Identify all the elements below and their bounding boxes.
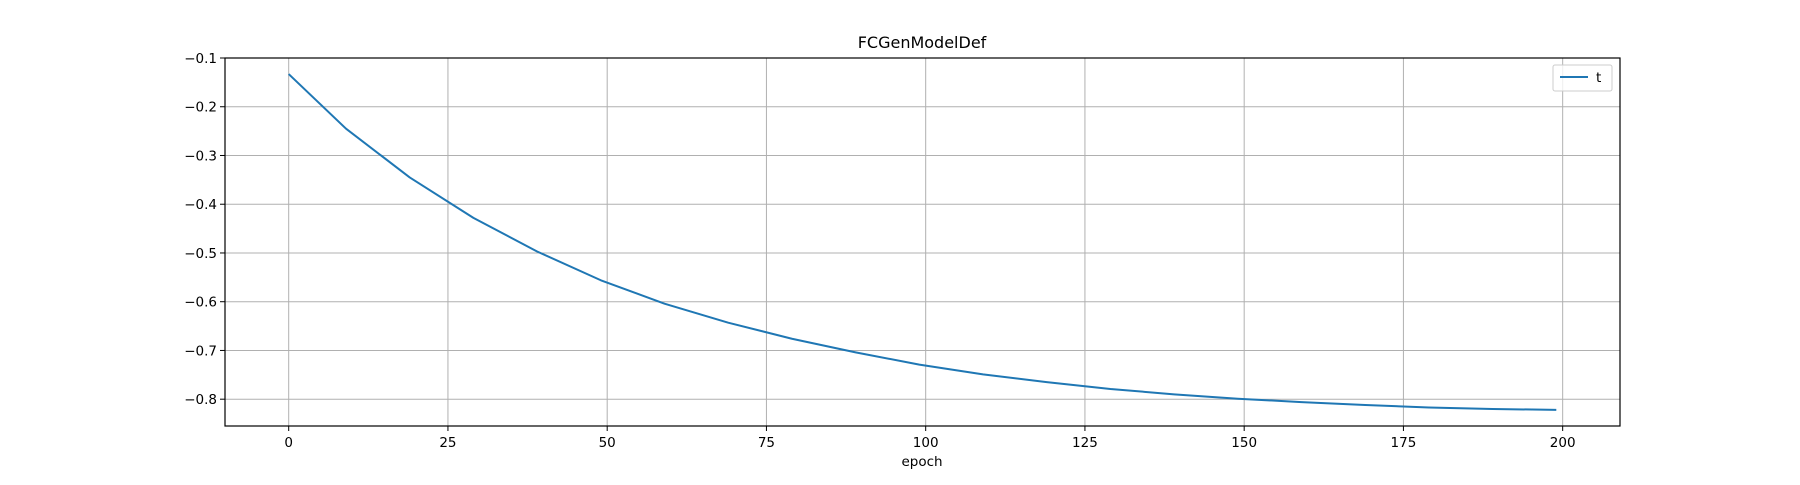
legend: t [1552,64,1613,92]
y-tick-label: −0.5 [184,246,217,262]
x-tick-label: 25 [439,435,456,451]
x-tick-label: 200 [1550,435,1576,451]
x-tick-label: 0 [284,435,293,451]
y-axis: −0.8 −0.7 −0.6 −0.5 −0.4 −0.3 −0.2 −0.1 [184,51,225,408]
y-tick-label: −0.8 [184,392,217,408]
y-tick-label: −0.4 [184,197,217,213]
y-tick-label: −0.7 [184,343,217,359]
y-tick-label: −0.6 [184,295,217,311]
y-tick-label: −0.1 [184,51,217,67]
series-layer [288,73,1557,411]
x-axis-label: epoch [901,454,942,470]
grid [225,57,1620,426]
series-line-t [288,73,1557,411]
x-tick-label: 150 [1231,435,1257,451]
x-axis: 0 25 50 75 100 125 150 175 200 [284,426,1576,451]
x-tick-label: 100 [913,435,939,451]
y-tick-label: −0.3 [184,148,217,164]
x-tick-label: 125 [1072,435,1098,451]
y-tick-label: −0.2 [184,100,217,116]
chart-title: FCGenModelDef [858,33,987,52]
x-tick-label: 75 [758,435,775,451]
plot-frame [224,57,1621,427]
x-tick-label: 50 [599,435,616,451]
x-tick-label: 175 [1391,435,1417,451]
legend-label-t: t [1596,70,1601,86]
